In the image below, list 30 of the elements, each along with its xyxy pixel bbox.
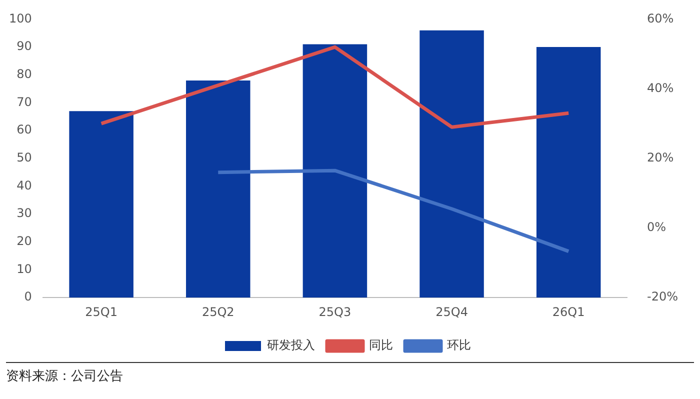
x-tick-label: 25Q4	[436, 304, 468, 319]
x-tick-label: 26Q1	[552, 304, 585, 319]
bar	[302, 44, 368, 298]
x-tick-label: 25Q2	[202, 304, 234, 319]
legend-label: 同比	[369, 338, 393, 352]
y-tick-label: 40	[16, 178, 32, 192]
x-tick-label: 25Q1	[85, 304, 118, 319]
y-tick-label: 100	[9, 11, 32, 26]
y-tick-label: 10	[16, 262, 32, 276]
legend-label: 环比	[447, 338, 471, 352]
text: 资料来源：公司公告	[6, 368, 124, 385]
y-tick-label: 20	[16, 234, 32, 248]
y-tick-label: 50	[16, 150, 32, 165]
y-tick-label: 90	[16, 39, 32, 54]
y-tick-label: 30	[16, 206, 32, 220]
y2-tick-label: 20%	[647, 150, 674, 165]
y2-tick-label: 0%	[647, 220, 666, 234]
y2-tick-label: 40%	[647, 80, 674, 95]
y-tick-label: 80	[16, 67, 32, 82]
legend-label: 研发投入	[267, 338, 315, 352]
bar	[420, 30, 484, 298]
y-tick-label: 0	[24, 290, 32, 304]
x-tick-label: 25Q3	[318, 304, 352, 319]
y-tick-label: 70	[16, 94, 32, 109]
y2-tick-label: -20%	[647, 290, 678, 304]
bar	[69, 111, 134, 298]
y2-tick-label: 60%	[647, 11, 674, 26]
bar	[186, 80, 250, 298]
bar	[536, 47, 601, 298]
y-tick-label: 60	[16, 122, 32, 137]
